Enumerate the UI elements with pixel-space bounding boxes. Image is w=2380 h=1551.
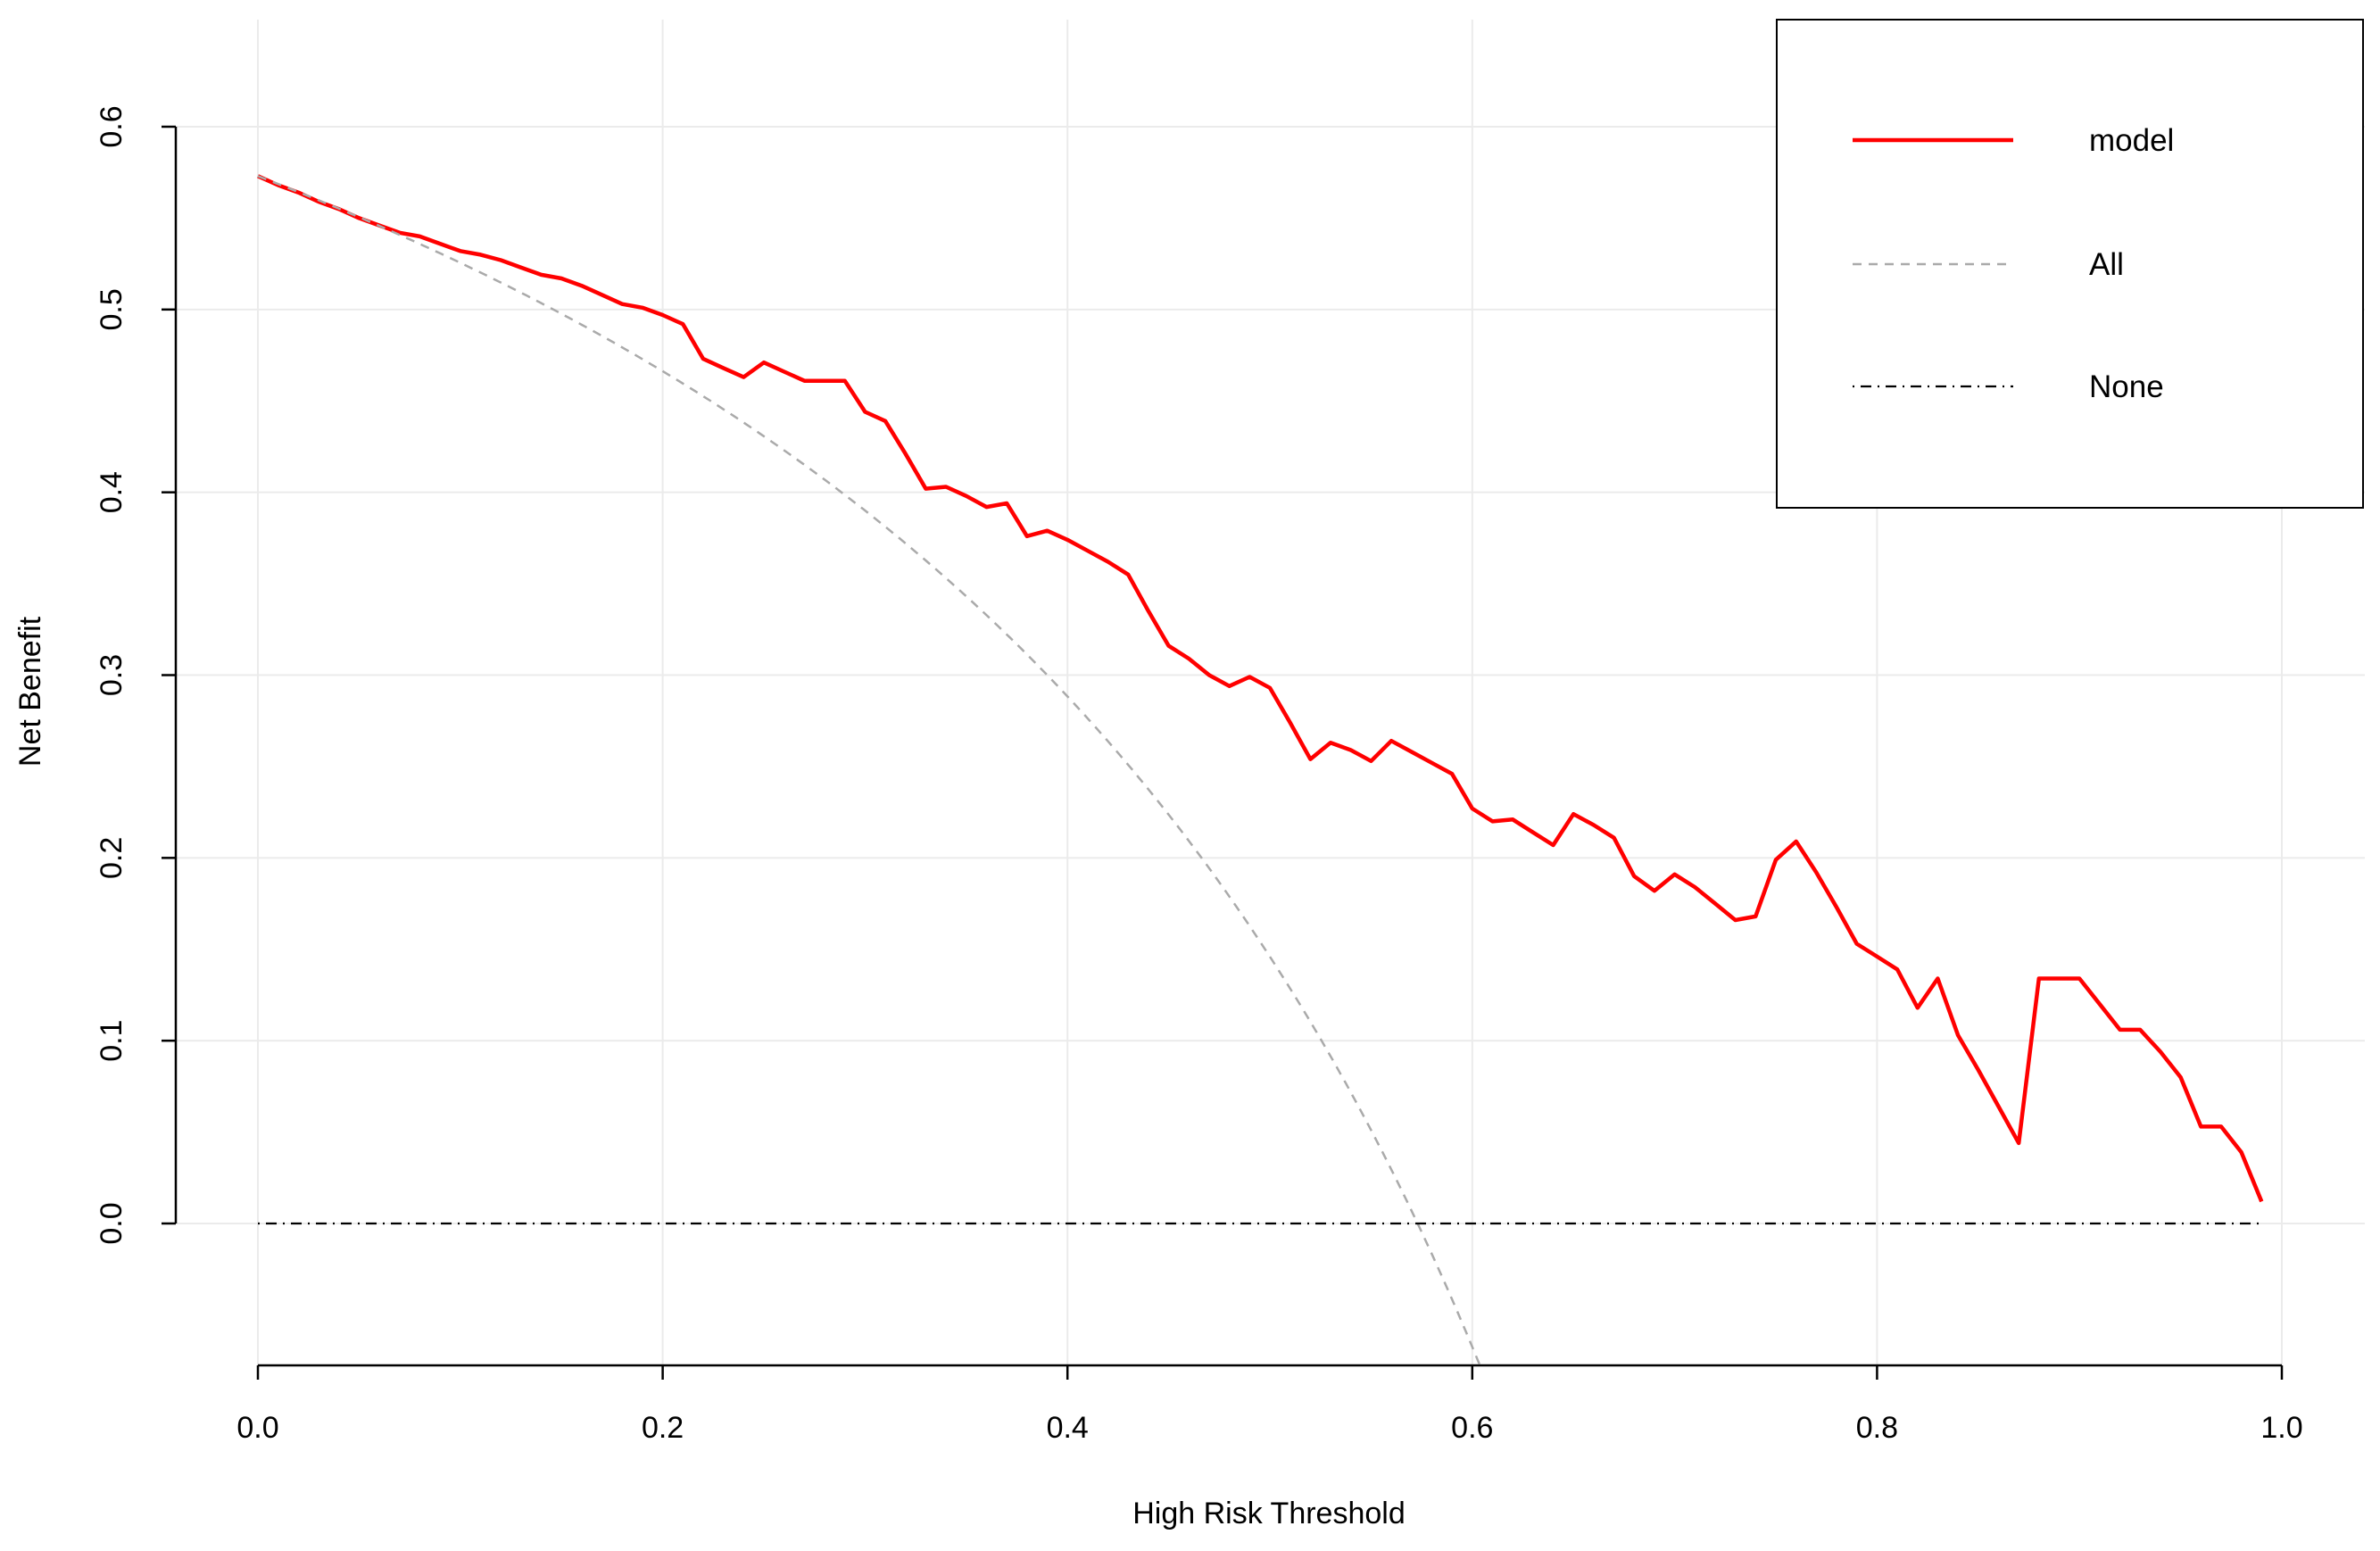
plot-series [257, 174, 2264, 1367]
x-tick-label: 1.0 [2260, 1411, 2302, 1445]
axes [162, 125, 2284, 1380]
legend-label-all: All [2089, 247, 2124, 282]
x-tick-label: 0.0 [236, 1411, 278, 1445]
legend-label-none: None [2089, 369, 2164, 404]
x-tick-label: 0.4 [1047, 1411, 1089, 1445]
series-line-all [257, 175, 1482, 1367]
y-tick-label: 0.4 [95, 471, 129, 513]
x-tick-label: 0.6 [1451, 1411, 1493, 1445]
y-tick-label: 0.2 [95, 837, 129, 879]
y-axis-title: Net Benefit [13, 616, 47, 767]
x-tick-label: 0.2 [642, 1411, 684, 1445]
y-tick-label: 0.0 [95, 1202, 129, 1244]
series-line-model [257, 174, 2264, 1203]
x-tick-label: 0.8 [1856, 1411, 1898, 1445]
legend-label-model: model [2089, 123, 2174, 158]
y-tick-label: 0.3 [95, 654, 129, 696]
tick-labels: 0.0 0.2 0.4 0.6 0.8 1.0 0.0 0.1 0.2 0.3 0.4 0.5 0.6 [95, 105, 2303, 1445]
y-tick-label: 0.6 [95, 105, 129, 147]
legend-box [1776, 19, 2364, 509]
x-axis-title: High Risk Threshold [1132, 1497, 1406, 1530]
legend-entries: model All None [1853, 123, 2174, 404]
legend: model All None [1776, 19, 2364, 509]
y-tick-label: 0.1 [95, 1020, 129, 1062]
y-tick-label: 0.5 [95, 288, 129, 330]
